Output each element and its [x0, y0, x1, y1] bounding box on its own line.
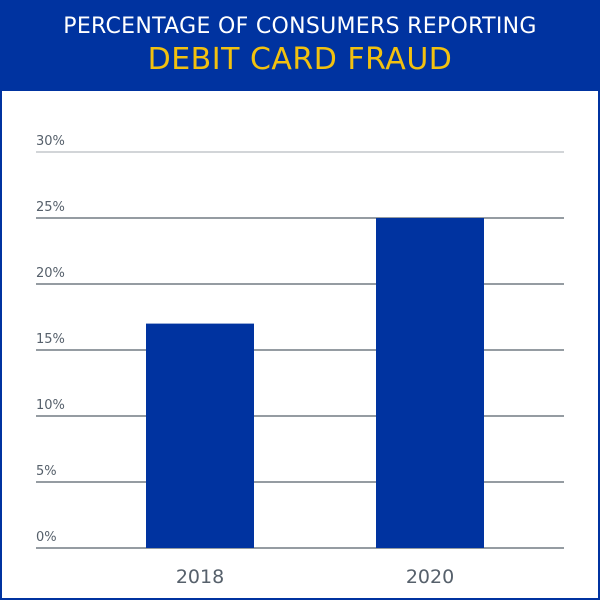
chart-panel [2, 91, 598, 598]
x-tick-label: 2020 [406, 566, 454, 588]
y-tick-label: 25% [36, 200, 65, 215]
y-tick-label: 0% [36, 530, 57, 545]
x-tick-label: 2018 [176, 566, 224, 588]
chart-header: PERCENTAGE OF CONSUMERS REPORTING DEBIT … [0, 0, 600, 91]
bar-2018 [146, 323, 254, 548]
y-tick-label: 20% [36, 266, 65, 281]
y-tick-label: 15% [36, 332, 65, 347]
chart-subtitle: DEBIT CARD FRAUD [147, 42, 453, 77]
bar-2020 [376, 218, 484, 548]
y-tick-label: 5% [36, 464, 57, 479]
y-tick-label: 30% [36, 134, 65, 149]
chart-title: PERCENTAGE OF CONSUMERS REPORTING [63, 14, 537, 39]
y-tick-label: 10% [36, 398, 65, 413]
